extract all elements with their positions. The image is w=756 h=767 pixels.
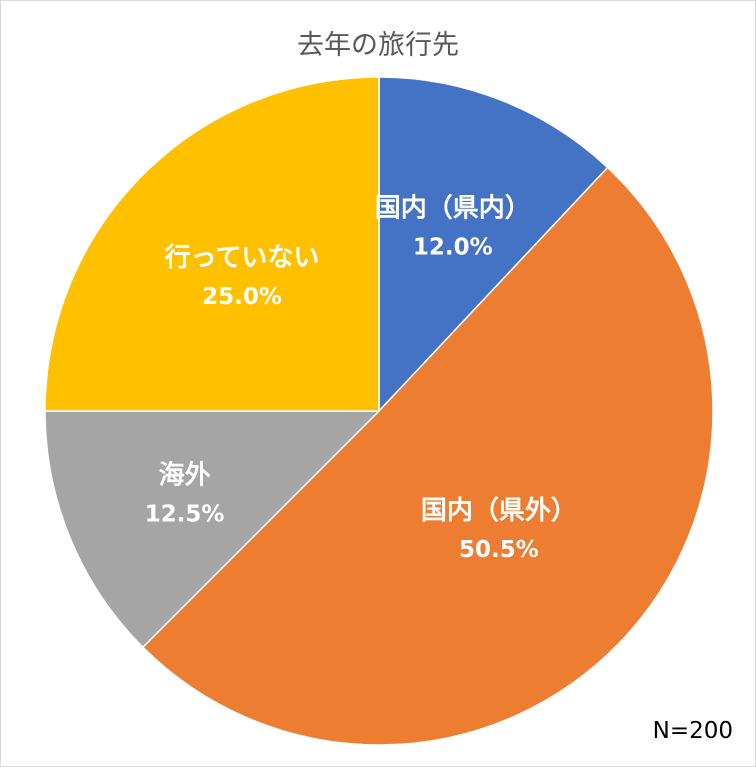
slice-category-label: 国内（県内）: [375, 194, 531, 224]
slice-value-label: 12.5%: [145, 502, 225, 528]
slice-category-label: 国内（県外）: [421, 496, 577, 526]
pie-slice-1: [378, 76, 609, 413]
slice-value-label: 12.0%: [413, 235, 493, 261]
sample-size-note: N=200: [652, 718, 733, 744]
slice-category-label: 行っていない: [164, 242, 320, 273]
slice-value-label: 25.0%: [202, 284, 282, 310]
pie-slice-4: [44, 76, 380, 412]
slice-label-4: 行っていない 25.0%: [164, 242, 320, 310]
slice-value-label: 50.5%: [459, 537, 539, 563]
slice-label-3: 海外 12.5%: [145, 461, 225, 528]
slice-label-2: 国内（県外） 50.5%: [421, 496, 577, 563]
slice-category-label: 海外: [159, 461, 211, 491]
slice-label-1: 国内（県内） 12.0%: [375, 194, 531, 261]
pie-slice-2: [141, 166, 714, 746]
pie-slice-3: [44, 410, 381, 649]
chart-title: 去年の旅行先: [297, 30, 459, 61]
